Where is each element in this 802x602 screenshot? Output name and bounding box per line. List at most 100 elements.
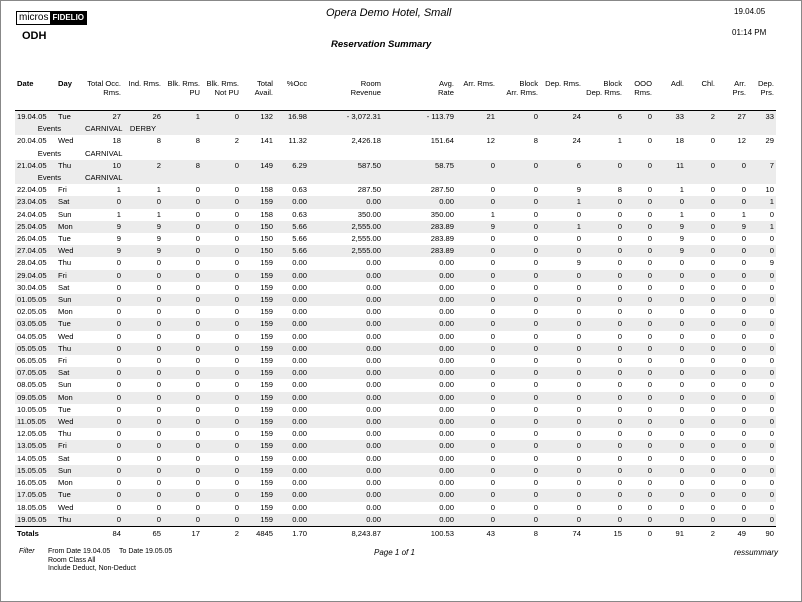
cell: 0 <box>741 380 746 390</box>
cell: 0 <box>202 196 241 209</box>
cell: 0 <box>679 478 684 488</box>
cell: 12 <box>486 136 495 146</box>
cell: 0 <box>741 453 746 463</box>
cell: 0 <box>624 367 654 380</box>
cell: 02.05.05 <box>17 307 47 317</box>
cell: 0 <box>497 110 540 124</box>
cell: 159 <box>260 404 273 414</box>
cell: Mon <box>56 391 83 404</box>
cell: 2 <box>234 136 239 146</box>
cell: 0 <box>497 489 540 502</box>
cell: 159 <box>241 416 275 429</box>
cell: 0 <box>624 318 654 331</box>
cell: 0 <box>540 440 583 453</box>
cell: 0 <box>769 478 774 488</box>
cell: 0 <box>741 478 746 488</box>
column-header: Dep. Prs. <box>757 79 774 97</box>
cell: 0.00 <box>439 502 454 512</box>
cell: 1 <box>679 185 684 195</box>
cell: 18.05.05 <box>17 502 47 512</box>
cell: Tue <box>58 234 71 244</box>
cell: 0 <box>617 258 622 268</box>
cell: 0 <box>686 159 717 173</box>
cell: 0.00 <box>292 453 307 463</box>
cell: 0 <box>195 429 200 439</box>
cell: 0 <box>533 502 538 512</box>
cell: 19.04.05 <box>15 110 56 124</box>
cell: 0 <box>710 478 715 488</box>
cell: 23.04.05 <box>15 196 56 209</box>
cell: 03.05.05 <box>15 318 56 331</box>
total-cell: 100.53 <box>430 528 454 538</box>
column-header: Avg. Rate <box>437 79 454 97</box>
cell: 15.05.05 <box>15 464 56 478</box>
cell: 0.00 <box>366 380 381 390</box>
cell: 0 <box>202 110 241 124</box>
cell: 0 <box>156 404 161 414</box>
cell: 0 <box>617 502 622 512</box>
cell: 0 <box>533 234 538 244</box>
cell: 0 <box>583 269 624 282</box>
cell: 0 <box>654 294 686 307</box>
cell: 0 <box>202 294 241 307</box>
cell: 27.04.05 <box>15 245 56 258</box>
cell: 0 <box>679 356 684 366</box>
cell: 0 <box>686 489 717 502</box>
cell: 26 <box>123 110 163 124</box>
cell: 05.05.05 <box>15 342 56 356</box>
cell: Wed <box>58 331 74 341</box>
cell: Thu <box>56 342 83 356</box>
cell: 0 <box>497 464 540 478</box>
total-cell: 84 <box>112 528 121 538</box>
cell: 11.32 <box>288 136 307 146</box>
cell: 0.00 <box>309 391 383 404</box>
cell: 0 <box>647 453 652 463</box>
cell: Sun <box>58 209 72 219</box>
cell: 0 <box>163 342 202 356</box>
cell: 22.04.05 <box>17 185 47 195</box>
cell: 0 <box>617 356 622 366</box>
cell: 0 <box>163 269 202 282</box>
cell: 0 <box>195 453 200 463</box>
cell: 0 <box>234 429 239 439</box>
cell: 0 <box>116 478 121 488</box>
cell: 0.00 <box>366 453 381 463</box>
property-code: ODH <box>22 30 47 42</box>
cell: 24 <box>540 110 583 124</box>
cell: 0.00 <box>275 416 309 429</box>
cell: Tue <box>56 110 83 124</box>
cell: 0 <box>748 391 776 404</box>
cell: 0.00 <box>383 294 456 307</box>
cell: 159 <box>260 331 273 341</box>
cell: 0.00 <box>383 342 456 356</box>
cell: 0 <box>123 416 163 429</box>
cell: 350.00 <box>430 209 454 219</box>
cell: 0 <box>710 429 715 439</box>
cell: 9 <box>156 234 161 244</box>
cell: 9 <box>116 234 121 244</box>
cell: 0 <box>624 342 654 356</box>
cell: 0 <box>717 489 748 502</box>
data-row: 01.05.05 Sun 0 0 0 0 159 0.00 0.00 0.00 0 0 0 0 0 0 0 0 0 <box>15 294 776 307</box>
cell: 0 <box>163 367 202 380</box>
cell: 0 <box>647 234 652 244</box>
cell: 24 <box>572 136 581 146</box>
total-cell: 65 <box>152 528 161 538</box>
cell: 0.00 <box>366 404 381 414</box>
cell: 0 <box>583 440 624 453</box>
cell: 0 <box>234 331 239 341</box>
total-cell: 2 <box>234 528 239 538</box>
cell: 0 <box>540 367 583 380</box>
cell: 2 <box>686 110 717 124</box>
cell: 0 <box>686 367 717 380</box>
page-number: Page 1 of 1 <box>374 548 415 557</box>
cell: 158 <box>260 209 273 219</box>
cell: 0 <box>576 307 581 317</box>
cell: 159 <box>260 307 273 317</box>
cell: 0 <box>617 234 622 244</box>
cell: 0.00 <box>439 478 454 488</box>
data-row: 29.04.05 Fri 0 0 0 0 159 0.00 0.00 0.00 0 0 0 0 0 0 0 0 0 <box>15 269 776 282</box>
column-header: Total Avail. <box>254 79 273 97</box>
cell: 04.05.05 <box>17 331 47 341</box>
